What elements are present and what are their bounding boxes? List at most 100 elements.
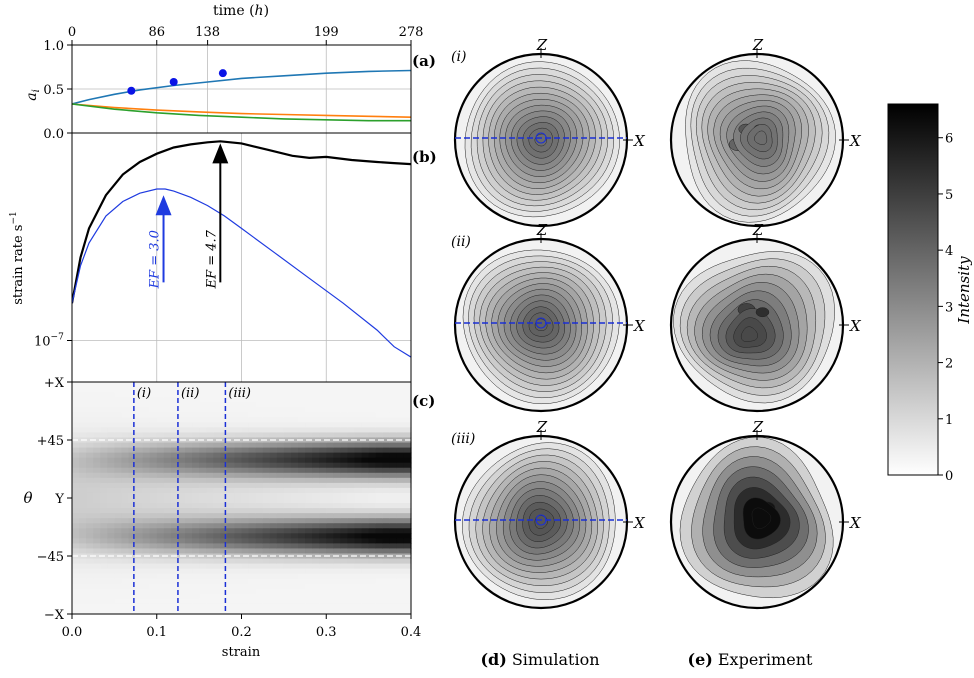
heatmap-cell [255, 437, 264, 444]
heatmap-cell [79, 392, 87, 398]
heatmap-cell [333, 412, 341, 418]
heatmap-cell [255, 598, 264, 605]
heatmap-cell [396, 573, 405, 580]
heatmap-cell [199, 608, 207, 615]
heatmap-cell [220, 508, 228, 514]
heatmap-cell [283, 427, 292, 434]
heatmap-cell [100, 462, 108, 469]
heatmap-cell [107, 447, 115, 454]
heatmap-cell [107, 427, 115, 434]
heatmap-cell [79, 523, 87, 529]
heatmap-cell [142, 397, 151, 403]
heatmap-cell [185, 442, 193, 449]
heatmap-cell [255, 583, 264, 590]
heatmap-cell [347, 578, 356, 585]
heatmap-cell [312, 427, 320, 434]
heatmap-cell [79, 492, 87, 499]
heatmap-cell [234, 397, 243, 403]
heatmap-cell [326, 593, 334, 600]
heatmap-cell [305, 462, 313, 469]
annotation-arrow-head [212, 143, 229, 164]
heatmap-cell [79, 588, 87, 595]
heatmap-cell [213, 573, 221, 580]
heatmap-cell [163, 422, 172, 428]
heatmap-cell [114, 392, 123, 398]
heatmap-cell [375, 558, 384, 565]
heatmap-cell [121, 437, 130, 444]
heatmap-cell [199, 407, 207, 413]
heatmap-cell [93, 447, 101, 454]
heatmap-cell [163, 442, 172, 449]
heatmap-cell [156, 477, 165, 484]
heatmap-cell [114, 427, 123, 434]
panel-c-x-ticks: 0.0 0.1 0.2 0.3 0.4 [62, 614, 421, 640]
heatmap-cell [305, 603, 313, 610]
panel-c-label: (c) [412, 392, 435, 410]
heatmap-cell [177, 417, 186, 423]
heatmap-cell [340, 508, 349, 514]
heatmap-cell [170, 558, 179, 565]
heatmap-cell [312, 452, 320, 459]
heatmap-cell [107, 528, 115, 534]
top-tick-label: 278 [399, 25, 424, 40]
heatmap-cell [156, 598, 165, 605]
heatmap-cell [298, 417, 306, 423]
heatmap-cell [135, 608, 144, 615]
heatmap-cell [121, 442, 130, 449]
heatmap-cell [375, 603, 384, 610]
heatmap-cell [290, 417, 299, 423]
heatmap-cell [298, 503, 306, 509]
heatmap-cell [114, 573, 123, 580]
heatmap-cell [248, 508, 257, 514]
heatmap-cell [319, 518, 327, 524]
heatmap-cell [86, 407, 94, 413]
heatmap-cell [234, 498, 243, 504]
heatmap-cell [199, 583, 207, 590]
heatmap-cell [185, 523, 193, 529]
heatmap-cell [396, 588, 405, 595]
heatmap-cell [283, 543, 292, 550]
heatmap-cell [199, 518, 207, 524]
heatmap-cell [333, 608, 341, 615]
heatmap-cell [128, 442, 137, 449]
heatmap-cell [107, 548, 115, 555]
heatmap-cell [177, 462, 186, 469]
heatmap-cell [248, 593, 257, 600]
heatmap-cell [107, 457, 115, 464]
heatmap-cell [170, 593, 179, 600]
guide-vline-label: (i) [137, 386, 151, 401]
heatmap-cell [86, 397, 94, 403]
heatmap-cell [72, 573, 80, 580]
heatmap-cell [312, 382, 320, 388]
heatmap-cell [234, 523, 243, 529]
heatmap-cell [93, 387, 101, 393]
heatmap-cell [79, 382, 87, 388]
heatmap-cell [156, 427, 165, 434]
heatmap-cell [163, 558, 172, 565]
panel-b-series [72, 140, 411, 358]
heatmap-cell [135, 417, 144, 423]
heatmap-cell [86, 563, 94, 570]
heatmap-cell [213, 442, 221, 449]
heatmap-cell [163, 477, 172, 484]
heatmap-cell [368, 452, 377, 459]
heatmap-cell [248, 538, 257, 544]
heatmap-cell [163, 523, 172, 529]
heatmap-cell [79, 432, 87, 439]
heatmap-cell [135, 593, 144, 600]
heatmap-cell [326, 533, 334, 539]
heatmap-cell [375, 518, 384, 524]
heatmap-cell [86, 467, 94, 474]
heatmap-cell [135, 452, 144, 459]
heatmap-cell [206, 503, 214, 509]
heatmap-cell [361, 583, 370, 590]
heatmap-cell [389, 412, 398, 418]
heatmap-cell [403, 492, 412, 499]
heatmap-cell [227, 382, 236, 388]
heatmap-cell [290, 437, 299, 444]
heatmap-cell [403, 452, 412, 459]
heatmap-cell [319, 583, 327, 590]
heatmap-cell [93, 518, 101, 524]
heatmap-cell [298, 472, 306, 479]
heatmap-cell [185, 608, 193, 615]
